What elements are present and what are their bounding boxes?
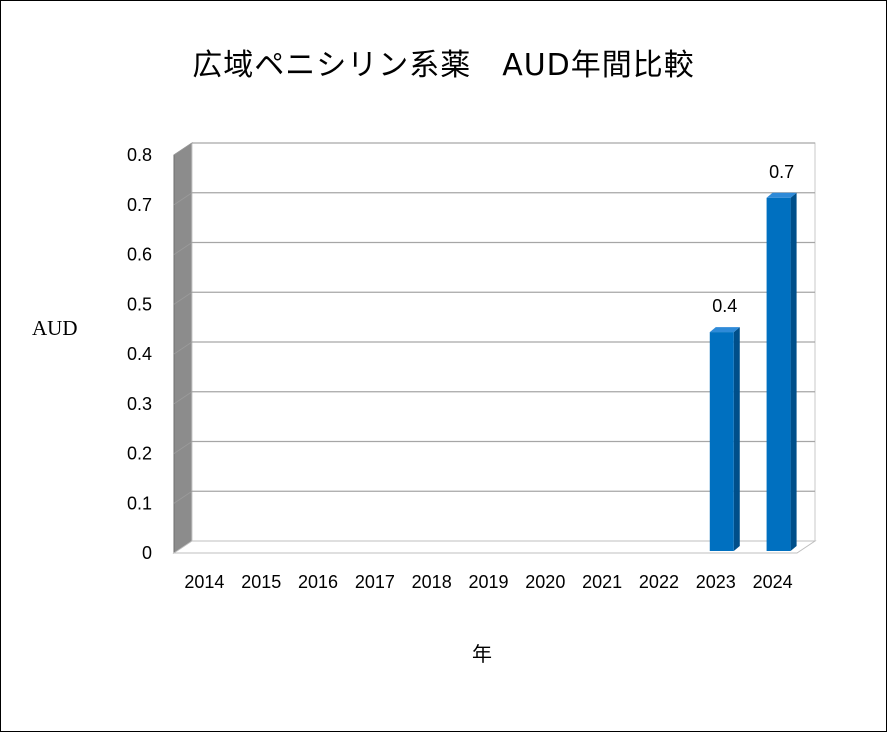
bar-top	[766, 192, 797, 198]
bars	[709, 192, 797, 551]
gridline-side	[173, 142, 193, 156]
x-tick-label: 2016	[298, 572, 338, 592]
x-tick-label: 2014	[184, 572, 224, 592]
y-tick-label: 0.2	[127, 444, 152, 464]
x-tick-label: 2018	[412, 572, 452, 592]
data-label: 0.4	[712, 296, 737, 316]
y-tick-label: 0.1	[127, 493, 152, 513]
y-axis-label: AUD	[32, 316, 78, 340]
x-tick-label: 2024	[753, 572, 793, 592]
gridline-side	[173, 341, 193, 355]
x-tick-label: 2022	[639, 572, 679, 592]
y-tick-label: 0.5	[127, 294, 152, 314]
gridline-side	[173, 291, 193, 305]
x-axis-label: 年	[472, 642, 492, 666]
data-label: 0.7	[769, 162, 794, 182]
y-tick-label: 0	[142, 543, 152, 563]
x-tick-label: 2023	[696, 572, 736, 592]
bar-front	[766, 197, 791, 551]
x-tick-label: 2015	[241, 572, 281, 592]
y-tick-label: 0.6	[127, 245, 152, 265]
x-tick-label: 2019	[468, 572, 508, 592]
floor	[172, 540, 817, 554]
x-tick-labels: 2014 2015 2016 2017 2018 2019 2020 2021 2022 2023…	[184, 572, 792, 592]
x-tick-label: 2017	[355, 572, 395, 592]
bar-front	[709, 332, 734, 551]
gridline-side	[173, 490, 193, 504]
bar-top	[709, 327, 740, 333]
data-labels: 0.4 0.7	[712, 162, 794, 316]
gridline-side	[173, 441, 193, 454]
chart-title: 広域ペニシリン系薬 AUD年間比較	[192, 48, 695, 83]
y-tick-label: 0.4	[127, 344, 152, 364]
bar-side	[733, 327, 740, 551]
gridline-side	[173, 192, 193, 206]
bar-side	[790, 192, 797, 551]
bar	[709, 327, 740, 551]
x-tick-label: 2021	[582, 572, 622, 592]
gridline-side	[173, 242, 193, 255]
y-tick-labels: 0 0.1 0.2 0.3 0.4 0.5 0.6 0.7 0.8	[127, 145, 152, 563]
y-tick-label: 0.3	[127, 394, 152, 414]
y-tick-label: 0.8	[127, 145, 152, 165]
x-tick-label: 2020	[525, 572, 565, 592]
bar	[766, 192, 797, 551]
y-tick-label: 0.7	[127, 195, 152, 215]
gridline-side	[173, 391, 193, 405]
